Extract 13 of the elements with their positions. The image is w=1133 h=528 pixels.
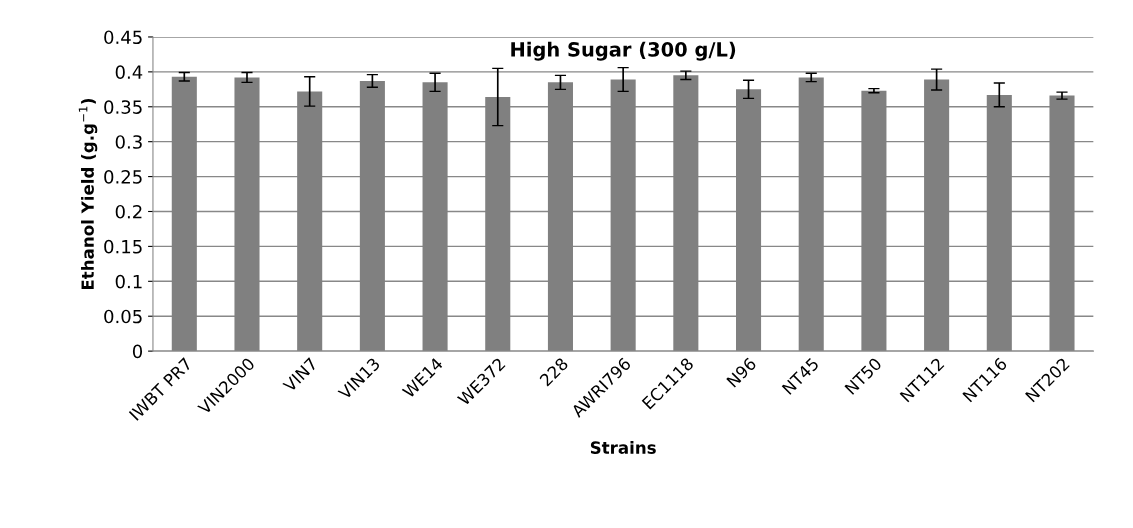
y-tick-label: 0.3 (115, 135, 142, 149)
y-tick-label: 0 (132, 344, 143, 359)
y-axis-title: Ethanol Yield (g.g$^{−1}$) (78, 98, 98, 290)
y-tick-label: 0.4 (115, 65, 143, 79)
y-tick-label: 0.05 (104, 309, 142, 324)
y-tick-label: 0.35 (104, 100, 142, 114)
y-tick-label: 0.15 (104, 239, 142, 254)
x-axis-title: Strains (590, 441, 656, 454)
y-tick-label: 0.2 (115, 204, 142, 219)
chart-title: High Sugar (300 g/L) (511, 41, 736, 61)
y-tick-label: 0.25 (104, 170, 142, 184)
y-tick-label: 0.1 (115, 274, 142, 289)
y-tick-label: 0.45 (104, 30, 142, 45)
